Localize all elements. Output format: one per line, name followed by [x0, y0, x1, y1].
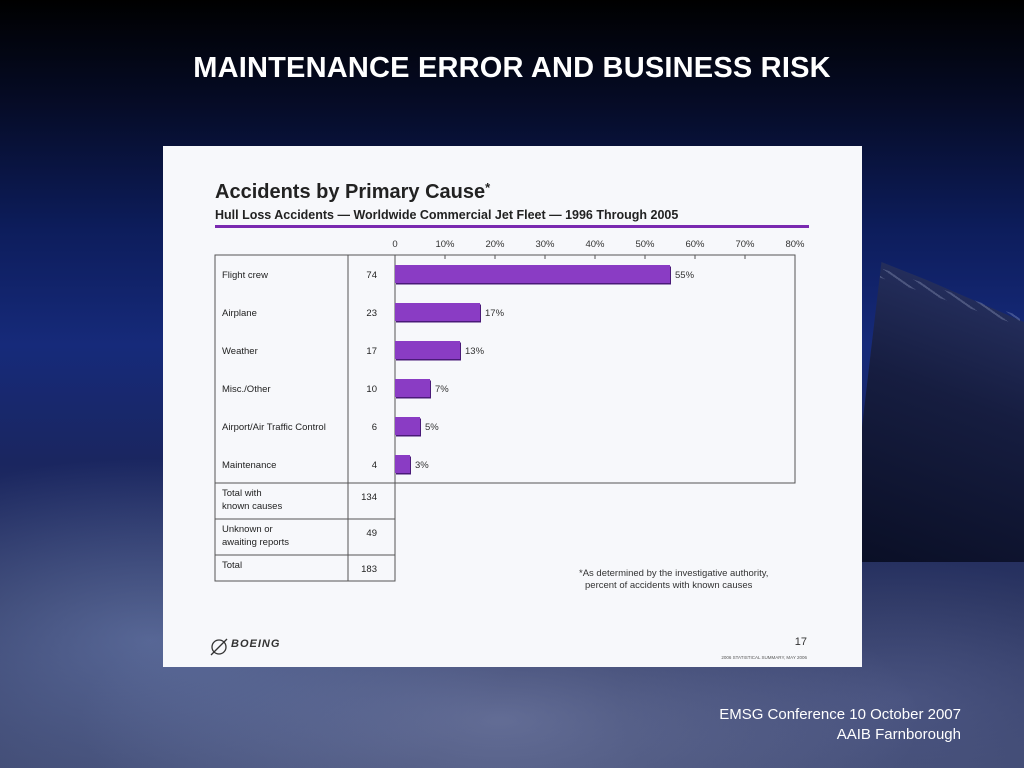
- x-tick-label: 50%: [635, 239, 655, 250]
- summary-label: known causes: [222, 501, 282, 512]
- x-tick-label: 60%: [685, 239, 705, 250]
- category-count: 10: [366, 384, 377, 395]
- summary-count: 49: [366, 528, 377, 539]
- category-label: Airport/Air Traffic Control: [222, 422, 326, 433]
- bar-value-label: 7%: [435, 384, 449, 395]
- chart-frame: [394, 254, 796, 484]
- x-tick-label: 40%: [585, 239, 605, 250]
- chart-subtitle: Hull Loss Accidents — Worldwide Commerci…: [215, 208, 678, 222]
- category-label: Weather: [222, 346, 258, 357]
- bar-value-label: 17%: [485, 308, 505, 319]
- bar: [395, 265, 670, 283]
- bar-value-label: 13%: [465, 346, 485, 357]
- category-label: Maintenance: [222, 460, 276, 471]
- summary-count: 134: [361, 492, 377, 503]
- summary-label: Unknown or: [222, 524, 273, 535]
- summary-label: awaiting reports: [222, 537, 289, 548]
- chart-title: Accidents by Primary Cause*: [215, 180, 491, 203]
- bar: [395, 303, 480, 321]
- title-rule: [215, 225, 809, 228]
- x-tick-label: 30%: [535, 239, 555, 250]
- footer-conference: EMSG Conference 10 October 2007: [719, 706, 961, 723]
- summary-count: 183: [361, 564, 377, 575]
- chart-panel: Accidents by Primary Cause* Hull Loss Ac…: [163, 146, 862, 667]
- title-asterisk: *: [485, 180, 491, 195]
- category-count: 74: [366, 270, 377, 281]
- bar-value-label: 55%: [675, 270, 695, 281]
- footnote-line-2: percent of accidents with known causes: [585, 580, 753, 591]
- chart-svg: Accidents by Primary Cause* Hull Loss Ac…: [210, 180, 809, 660]
- slide-title: MAINTENANCE ERROR AND BUSINESS RISK: [193, 52, 831, 84]
- slide-footer: EMSG Conference 10 October 2007 AAIB Far…: [719, 705, 961, 745]
- category-count: 6: [372, 422, 377, 433]
- x-tick-label: 20%: [485, 239, 505, 250]
- bar: [395, 341, 460, 359]
- bar: [395, 379, 430, 397]
- category-label: Misc./Other: [222, 384, 271, 395]
- footer-organisation: AAIB Farnborough: [836, 726, 961, 743]
- footnote-line-1: *As determined by the investigative auth…: [579, 568, 768, 579]
- category-label: Flight crew: [222, 270, 268, 281]
- bar: [395, 455, 410, 473]
- x-tick-label: 0: [392, 239, 397, 250]
- summary-label: Total: [222, 560, 242, 571]
- category-label: Airplane: [222, 308, 257, 319]
- summary-label: Total with: [222, 488, 262, 499]
- bar-value-label: 5%: [425, 422, 439, 433]
- source-text: 2006 STATISTICAL SUMMARY, MAY 2006: [721, 655, 807, 660]
- airplane-wing: [862, 262, 1024, 562]
- bar-value-label: 3%: [415, 460, 429, 471]
- category-count: 4: [372, 460, 377, 471]
- bar: [395, 417, 420, 435]
- category-count: 23: [366, 308, 377, 319]
- x-tick-label: 70%: [735, 239, 755, 250]
- category-count: 17: [366, 346, 377, 357]
- x-tick-label: 10%: [435, 239, 455, 250]
- x-tick-label: 80%: [785, 239, 805, 250]
- page-number: 17: [795, 636, 807, 648]
- boeing-logo-text: BOEING: [231, 638, 280, 650]
- boeing-logo: BOEING: [210, 638, 280, 656]
